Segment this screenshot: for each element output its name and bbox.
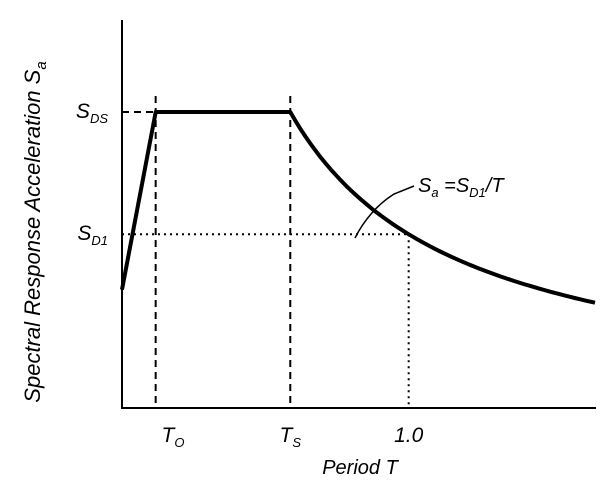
- x-tick-label-2: 1.0: [394, 424, 424, 447]
- response-spectrum-curve: [120, 110, 596, 305]
- x-tick-labels: TO TS 1.0: [162, 424, 424, 450]
- y-axis-label: Spectral Response Acceleration Sa: [20, 61, 50, 402]
- axes: [121, 20, 596, 409]
- y-tick-label-1: SD1: [77, 222, 108, 248]
- annotation-leader: [354, 185, 415, 239]
- x-axis-label: Period T: [322, 457, 399, 479]
- y-tick-label-0: SDS: [76, 100, 108, 126]
- guide-lines: [122, 96, 410, 408]
- x-tick-label-1: TS: [280, 424, 302, 450]
- curve-annotation: Sa =SD1/T: [418, 175, 505, 200]
- x-tick-label-0: TO: [162, 424, 185, 450]
- y-tick-labels: SDS SD1: [76, 100, 108, 248]
